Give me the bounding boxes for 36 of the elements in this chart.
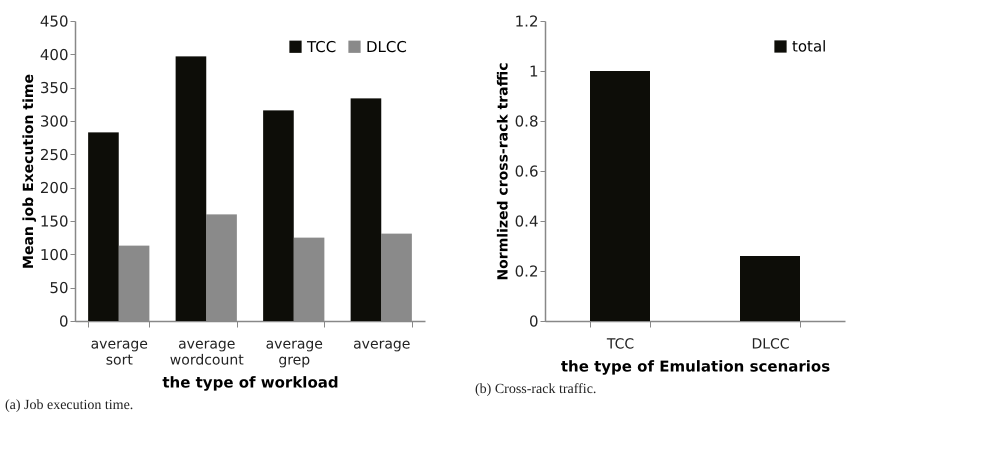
y-axis-title: Normlized cross-rack traffic bbox=[496, 62, 512, 281]
y-tick-label: 200 bbox=[40, 179, 68, 198]
y-axis-title: Mean job Execution time bbox=[20, 74, 37, 269]
bar bbox=[176, 56, 206, 321]
y-tick-label: 50 bbox=[49, 279, 68, 298]
legend-label: TCC bbox=[306, 38, 336, 56]
y-tick-label: 1 bbox=[528, 62, 538, 80]
y-tick-label: 0.4 bbox=[514, 212, 538, 230]
legend-label: total bbox=[792, 38, 826, 56]
x-tick-label: average bbox=[353, 336, 410, 352]
y-tick-label: 0.8 bbox=[514, 112, 538, 130]
bar bbox=[263, 110, 294, 321]
text: (b) Cross-rack traffic. bbox=[475, 382, 596, 397]
y-tick-label: 1.2 bbox=[514, 12, 538, 30]
y-tick-label: 100 bbox=[40, 246, 68, 264]
y-tick-label: 0.6 bbox=[514, 162, 538, 180]
bar bbox=[350, 98, 382, 321]
y-tick-label: 150 bbox=[40, 212, 68, 230]
y-tick-label: 400 bbox=[40, 46, 68, 64]
y-tick-label: 0 bbox=[528, 312, 538, 330]
x-tick-label: average sort bbox=[90, 336, 148, 368]
y-tick-label: 0.2 bbox=[514, 262, 538, 280]
x-tick-label: average wordcount bbox=[170, 336, 244, 368]
bar bbox=[88, 132, 119, 321]
y-tick-label: 300 bbox=[40, 112, 68, 130]
x-axis-title: the type of Emulation scenarios bbox=[560, 358, 830, 376]
y-tick-label: 450 bbox=[40, 12, 68, 30]
text: (a) Job execution time. bbox=[5, 398, 134, 413]
x-tick-label: TCC bbox=[606, 336, 634, 352]
y-tick-label: 0 bbox=[58, 312, 68, 330]
x-tick-label: DLCC bbox=[751, 336, 790, 352]
legend-label: DLCC bbox=[366, 38, 407, 56]
x-tick-label: average grep bbox=[266, 336, 323, 368]
x-axis-title: the type of workload bbox=[162, 374, 339, 392]
y-tick-label: 250 bbox=[40, 146, 68, 164]
y-tick-label: 350 bbox=[40, 79, 68, 98]
